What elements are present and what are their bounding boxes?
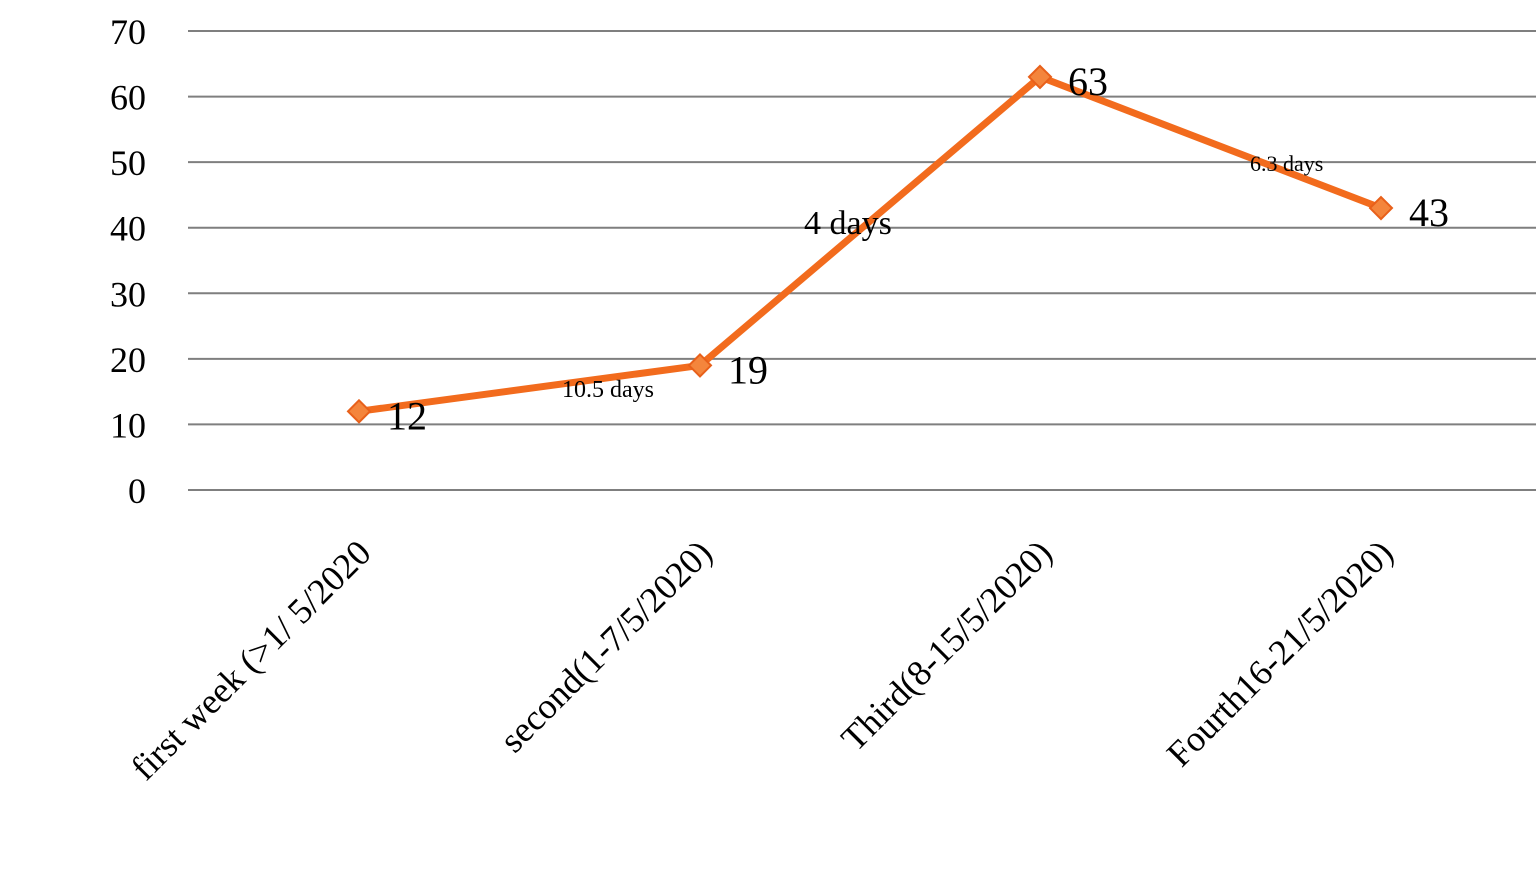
data-labels: 12 19 63 43 bbox=[387, 59, 1449, 438]
segment-annotation: 6.3 days bbox=[1250, 151, 1323, 176]
y-tick-label: 60 bbox=[110, 78, 146, 118]
data-label: 43 bbox=[1409, 190, 1449, 235]
x-tick-label: Third(8-15/5/2020) bbox=[833, 532, 1059, 758]
series-layer bbox=[346, 64, 1394, 424]
x-tick-label: Fourth16-21/5/2020) bbox=[1159, 532, 1401, 774]
y-axis-tick-labels: 0 10 20 30 40 50 60 70 bbox=[110, 12, 146, 511]
y-tick-label: 10 bbox=[110, 405, 146, 445]
data-point-marker bbox=[687, 353, 713, 378]
segment-annotation: 10.5 days bbox=[562, 377, 654, 403]
data-point-marker bbox=[1027, 64, 1053, 90]
y-tick-label: 40 bbox=[110, 209, 146, 249]
data-label: 19 bbox=[728, 347, 768, 392]
series-line bbox=[355, 73, 1385, 415]
annotations: 10.5 days 4 days 6.3 days bbox=[562, 151, 1323, 403]
data-point-marker bbox=[346, 398, 372, 424]
y-tick-label: 30 bbox=[110, 274, 146, 314]
y-tick-label: 70 bbox=[110, 12, 146, 52]
y-tick-label: 0 bbox=[128, 471, 146, 511]
y-tick-label: 20 bbox=[110, 340, 146, 380]
data-point-marker bbox=[1368, 195, 1394, 221]
y-tick-label: 50 bbox=[110, 143, 146, 183]
data-label: 12 bbox=[387, 393, 427, 438]
x-axis-tick-labels: first week (>1/ 5/2020 second(1-7/5/2020)… bbox=[123, 532, 1400, 787]
x-tick-label: second(1-7/5/2020) bbox=[492, 532, 720, 760]
x-tick-label: first week (>1/ 5/2020 bbox=[123, 532, 378, 787]
segment-annotation: 4 days bbox=[804, 205, 892, 242]
data-label: 63 bbox=[1068, 59, 1108, 104]
